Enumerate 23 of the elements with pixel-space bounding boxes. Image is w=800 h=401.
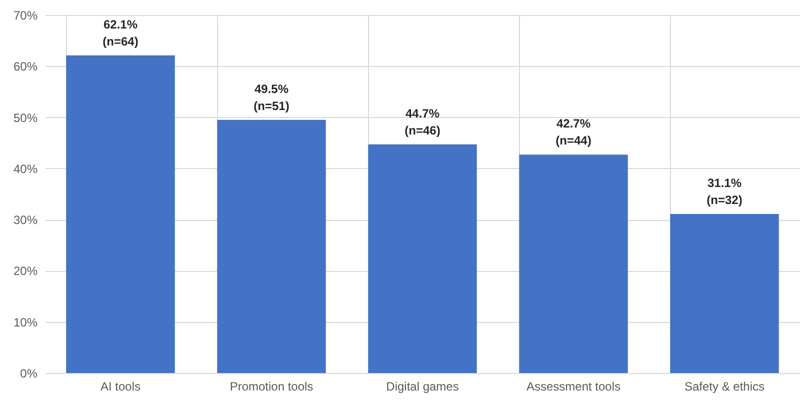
data-label: 31.1% (n=32) <box>706 176 742 207</box>
x-tick-label: Promotion tools <box>230 380 314 394</box>
y-tick-label: 30% <box>13 213 38 228</box>
x-tick-label: Safety & ethics <box>684 380 765 394</box>
x-tick-label: AI tools <box>100 380 141 394</box>
x-tick-label: Digital games <box>386 380 459 394</box>
data-label: 44.7% (n=46) <box>404 106 440 138</box>
y-tick-label: 40% <box>13 162 38 176</box>
data-label: 42.7% (n=44) <box>556 116 592 148</box>
y-tick-label: 50% <box>13 110 38 125</box>
bar <box>670 214 779 373</box>
y-tick-label: 0% <box>20 366 38 380</box>
bar <box>519 154 628 373</box>
y-tick-label: 70% <box>13 8 38 22</box>
data-label: 49.5% (n=51) <box>254 82 290 113</box>
data-label: 62.1% (n=64) <box>102 17 138 48</box>
x-tick-label: Assessment tools <box>526 380 621 394</box>
y-tick-label: 60% <box>13 60 38 74</box>
bar <box>368 144 477 373</box>
bar <box>217 120 326 373</box>
y-tick-label: 20% <box>13 264 38 278</box>
bar <box>66 55 175 373</box>
y-tick-label: 10% <box>13 315 38 330</box>
